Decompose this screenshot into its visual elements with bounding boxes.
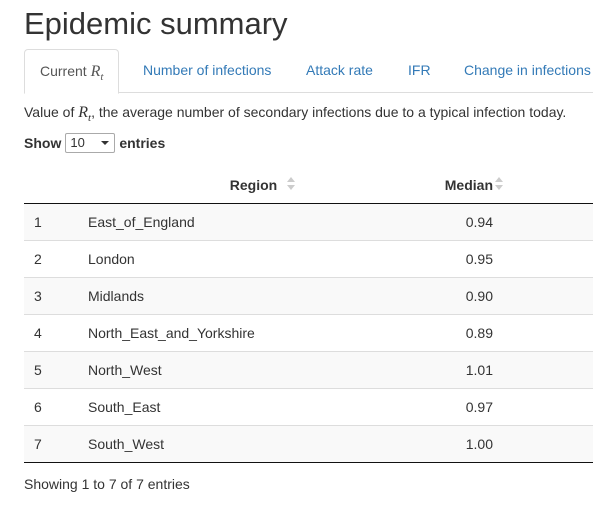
chevron-down-icon [101,141,110,145]
median-cell: 0.89 [433,314,593,352]
column-header-median[interactable]: Median [433,166,593,204]
tab-change-in-infections[interactable]: Change in infections [464,62,591,78]
row-index: 5 [24,351,74,389]
rt-symbol: Rt [78,104,92,125]
region-cell: North_West [74,351,433,389]
region-cell: Midlands [74,277,433,315]
row-index: 2 [24,240,74,278]
region-cell: South_West [74,425,433,463]
sort-icon [287,177,295,191]
median-cell: 0.95 [433,240,593,278]
median-cell: 0.94 [433,203,593,241]
tab-description: Value of Rt, the average number of secon… [24,104,567,125]
table-row: 3 Midlands 0.90 [24,277,593,315]
table-row: 2 London 0.95 [24,240,593,278]
entries-length-control: Show 10 entries [24,133,165,153]
row-index: 1 [24,203,74,241]
tab-label: Current [40,63,91,79]
median-cell: 1.00 [433,425,593,463]
entries-label: entries [119,135,166,151]
table-row: 7 South_West 1.00 [24,425,593,463]
row-index: 4 [24,314,74,352]
region-cell: East_of_England [74,203,433,241]
tab-current-rt[interactable]: Current Rt [24,49,120,94]
table-row: 1 East_of_England 0.94 [24,203,593,241]
table-row: 5 North_West 1.01 [24,351,593,389]
column-header-region[interactable]: Region [74,166,433,204]
tab-bar: Current Rt Number of infections Attack r… [24,49,593,94]
tab-ifr[interactable]: IFR [408,62,431,78]
table-row: 4 North_East_and_Yorkshire 0.89 [24,314,593,352]
entries-select[interactable]: 10 [65,133,116,153]
region-cell: South_East [74,388,433,426]
column-header-index [24,166,74,204]
row-index: 6 [24,388,74,426]
median-cell: 0.97 [433,388,593,426]
table-row: 6 South_East 0.97 [24,388,593,426]
row-index: 7 [24,425,74,463]
region-cell: London [74,240,433,278]
tab-number-of-infections[interactable]: Number of infections [143,62,272,78]
sort-icon [495,177,503,191]
rt-symbol: Rt [90,63,104,84]
region-cell: North_East_and_Yorkshire [74,314,433,352]
tab-attack-rate[interactable]: Attack rate [306,62,373,78]
data-table: Region Median 1 East_of_England 0.94 2 L… [24,166,593,463]
show-label: Show [24,135,62,151]
table-info: Showing 1 to 7 of 7 entries [24,476,190,492]
median-cell: 0.90 [433,277,593,315]
page-title: Epidemic summary [24,6,288,41]
row-index: 3 [24,277,74,315]
median-cell: 1.01 [433,351,593,389]
